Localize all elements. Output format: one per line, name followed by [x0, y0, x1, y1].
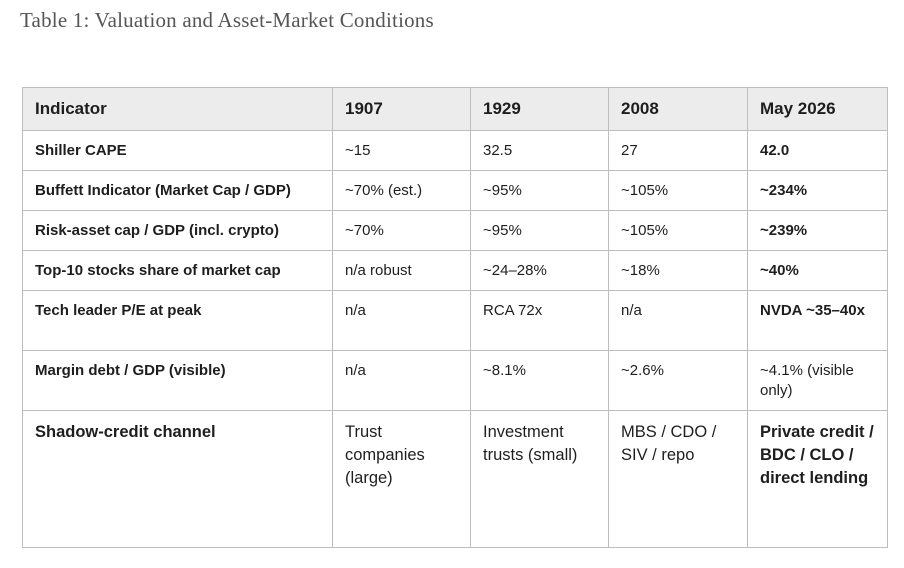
cell-may-2026: NVDA ~35–40x: [747, 290, 888, 351]
header-may-2026: May 2026: [747, 87, 888, 131]
header-1929: 1929: [470, 87, 609, 131]
row-indicator: Top-10 stocks share of market cap: [22, 250, 333, 291]
header-2008: 2008: [608, 87, 748, 131]
table-row: Margin debt / GDP (visible) n/a ~8.1% ~2…: [22, 350, 888, 411]
cell-2008: n/a: [608, 290, 748, 351]
table-title: Table 1: Valuation and Asset-Market Cond…: [20, 8, 434, 32]
cell-may-2026: ~40%: [747, 250, 888, 291]
cell-1907: n/a: [332, 350, 471, 411]
cell-1907: ~15: [332, 130, 471, 171]
cell-2008: ~105%: [608, 210, 748, 251]
cell-1907: n/a robust: [332, 250, 471, 291]
cell-2008: ~105%: [608, 170, 748, 211]
cell-1929: 32.5: [470, 130, 609, 171]
cell-1929: ~8.1%: [470, 350, 609, 411]
cell-2008: ~18%: [608, 250, 748, 291]
cell-may-2026: 42.0: [747, 130, 888, 171]
header-row: Indicator 1907 1929 2008 May 2026: [22, 87, 888, 131]
valuation-table: Indicator 1907 1929 2008 May 2026 Shille…: [22, 87, 888, 548]
cell-1907: n/a: [332, 290, 471, 351]
cell-may-2026: ~234%: [747, 170, 888, 211]
table-row: Risk-asset cap / GDP (incl. crypto) ~70%…: [22, 210, 888, 251]
cell-2008: 27: [608, 130, 748, 171]
row-indicator: Shadow-credit channel: [22, 410, 333, 548]
cell-1907: ~70% (est.): [332, 170, 471, 211]
cell-1929: Investment trusts (small): [470, 410, 609, 548]
table-row: Shadow-credit channel Trust companies (l…: [22, 410, 888, 548]
cell-1929: ~24–28%: [470, 250, 609, 291]
row-indicator: Risk-asset cap / GDP (incl. crypto): [22, 210, 333, 251]
header-1907: 1907: [332, 87, 471, 131]
row-indicator: Shiller CAPE: [22, 130, 333, 171]
cell-may-2026: Private credit / BDC / CLO / direct lend…: [747, 410, 888, 548]
cell-2008: MBS / CDO / SIV / repo: [608, 410, 748, 548]
table-row: Shiller CAPE ~15 32.5 27 42.0: [22, 130, 888, 171]
row-indicator: Margin debt / GDP (visible): [22, 350, 333, 411]
header-indicator: Indicator: [22, 87, 333, 131]
row-indicator: Buffett Indicator (Market Cap / GDP): [22, 170, 333, 211]
cell-2008: ~2.6%: [608, 350, 748, 411]
table-row: Tech leader P/E at peak n/a RCA 72x n/a …: [22, 290, 888, 351]
cell-1907: ~70%: [332, 210, 471, 251]
cell-may-2026: ~239%: [747, 210, 888, 251]
cell-1929: ~95%: [470, 170, 609, 211]
table-row: Buffett Indicator (Market Cap / GDP) ~70…: [22, 170, 888, 211]
table-row: Top-10 stocks share of market cap n/a ro…: [22, 250, 888, 291]
cell-may-2026: ~4.1% (visible only): [747, 350, 888, 411]
cell-1907: Trust companies (large): [332, 410, 471, 548]
row-indicator: Tech leader P/E at peak: [22, 290, 333, 351]
cell-1929: RCA 72x: [470, 290, 609, 351]
cell-1929: ~95%: [470, 210, 609, 251]
